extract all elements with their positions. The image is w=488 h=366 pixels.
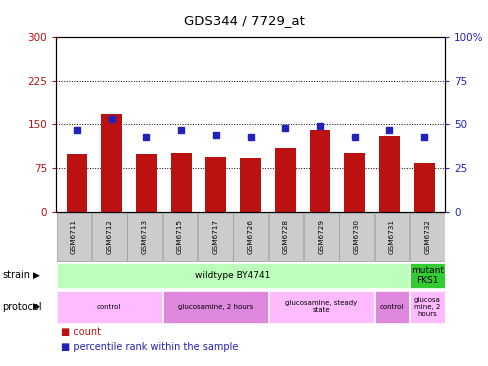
FancyBboxPatch shape bbox=[268, 213, 303, 261]
Bar bbox=[66, 154, 87, 212]
Text: control: control bbox=[97, 303, 121, 310]
FancyBboxPatch shape bbox=[409, 291, 444, 322]
Text: protocol: protocol bbox=[2, 302, 42, 311]
Text: strain: strain bbox=[2, 270, 30, 280]
Text: GSM6728: GSM6728 bbox=[283, 220, 288, 254]
Text: mutant
FKS1: mutant FKS1 bbox=[410, 266, 443, 285]
FancyBboxPatch shape bbox=[57, 291, 162, 322]
Text: ▶: ▶ bbox=[33, 271, 40, 280]
FancyBboxPatch shape bbox=[409, 263, 444, 288]
FancyBboxPatch shape bbox=[339, 213, 373, 261]
Bar bbox=[344, 153, 365, 212]
Text: GSM6712: GSM6712 bbox=[106, 220, 112, 254]
FancyBboxPatch shape bbox=[127, 213, 162, 261]
Text: glucosa
mine, 2
hours: glucosa mine, 2 hours bbox=[413, 296, 440, 317]
Bar bbox=[136, 154, 157, 212]
Bar bbox=[274, 148, 295, 212]
Text: control: control bbox=[379, 303, 404, 310]
Bar bbox=[205, 157, 226, 212]
FancyBboxPatch shape bbox=[198, 213, 232, 261]
Text: GDS344 / 7729_at: GDS344 / 7729_at bbox=[183, 14, 305, 27]
FancyBboxPatch shape bbox=[92, 213, 126, 261]
FancyBboxPatch shape bbox=[268, 291, 373, 322]
FancyBboxPatch shape bbox=[163, 291, 267, 322]
Text: GSM6729: GSM6729 bbox=[318, 220, 324, 254]
Bar bbox=[240, 158, 261, 212]
Text: glucosamine, steady
state: glucosamine, steady state bbox=[285, 300, 357, 313]
Text: ■ percentile rank within the sample: ■ percentile rank within the sample bbox=[61, 342, 238, 352]
Text: GSM6715: GSM6715 bbox=[177, 220, 183, 254]
Text: GSM6726: GSM6726 bbox=[247, 220, 253, 254]
Text: wildtype BY4741: wildtype BY4741 bbox=[195, 271, 270, 280]
Text: ▶: ▶ bbox=[33, 302, 40, 311]
FancyBboxPatch shape bbox=[57, 263, 408, 288]
Text: GSM6732: GSM6732 bbox=[424, 220, 429, 254]
Text: GSM6711: GSM6711 bbox=[71, 220, 77, 254]
Text: GSM6713: GSM6713 bbox=[142, 220, 147, 254]
Bar bbox=[101, 114, 122, 212]
Text: GSM6730: GSM6730 bbox=[353, 220, 359, 254]
Text: GSM6731: GSM6731 bbox=[388, 220, 394, 254]
Text: glucosamine, 2 hours: glucosamine, 2 hours bbox=[177, 303, 252, 310]
Text: GSM6717: GSM6717 bbox=[212, 220, 218, 254]
FancyBboxPatch shape bbox=[374, 291, 408, 322]
FancyBboxPatch shape bbox=[233, 213, 267, 261]
FancyBboxPatch shape bbox=[304, 213, 338, 261]
Text: ■ count: ■ count bbox=[61, 327, 101, 337]
FancyBboxPatch shape bbox=[374, 213, 408, 261]
FancyBboxPatch shape bbox=[57, 213, 91, 261]
Bar bbox=[170, 153, 191, 212]
FancyBboxPatch shape bbox=[162, 213, 197, 261]
Bar bbox=[378, 136, 399, 212]
Bar bbox=[309, 130, 330, 212]
Bar bbox=[413, 163, 434, 212]
FancyBboxPatch shape bbox=[409, 213, 444, 261]
